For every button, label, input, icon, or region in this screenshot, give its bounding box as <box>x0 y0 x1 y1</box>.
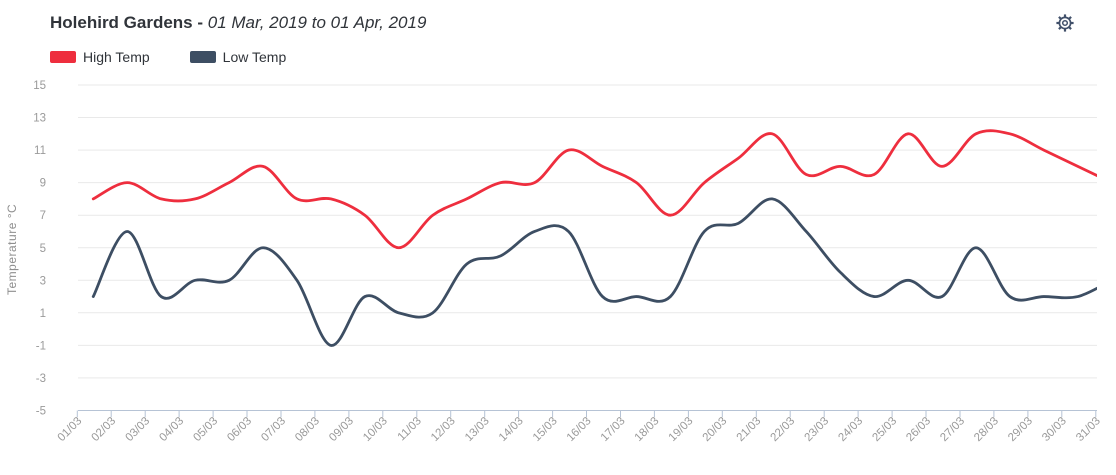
y-axis-title: Temperature °C <box>5 204 19 295</box>
y-tick-label: -1 <box>36 340 46 352</box>
low-temp-swatch <box>189 51 216 63</box>
x-tick-label: 20/03 <box>701 415 730 444</box>
y-gridlines <box>78 84 1097 411</box>
high-temp-swatch <box>50 51 76 63</box>
y-tick-label: 11 <box>34 145 46 157</box>
x-tick-label: 12/03 <box>429 415 458 444</box>
x-tick-labels: 01/03 02/03 03/03 04/03 05/03 06/03 07/03 08/03… <box>56 415 1103 444</box>
x-tick-label: 11/03 <box>396 415 424 443</box>
y-tick-label: 15 <box>33 80 46 92</box>
chart-legend: High Temp Low Temp <box>50 49 286 65</box>
station-name: Holehird Gardens - <box>50 13 204 32</box>
low-temp-line <box>91 197 1097 347</box>
x-tick-label: 05/03 <box>191 415 220 444</box>
y-tick-label: 5 <box>40 243 46 255</box>
x-tick-label: 18/03 <box>633 415 662 444</box>
x-tick-label: 16/03 <box>565 415 594 444</box>
low-temp-label: Low Temp <box>222 49 287 65</box>
y-axis-labels: 15 13 11 9 7 5 3 1 -1 -3 -5 <box>33 80 46 418</box>
x-tick-label: 30/03 <box>1040 415 1069 444</box>
date-range: 01 Mar, 2019 to 01 Apr, 2019 <box>207 13 427 32</box>
x-tick-label: 23/03 <box>802 415 831 444</box>
x-tick-label: 13/03 <box>463 415 492 444</box>
x-tick-label: 04/03 <box>157 415 186 444</box>
x-tick-label: 21/03 <box>735 415 764 444</box>
x-tick-label: 03/03 <box>123 415 152 444</box>
x-tick-label: 28/03 <box>972 415 1001 444</box>
x-tick-label: 02/03 <box>89 415 118 444</box>
x-tick-label: 01/03 <box>56 415 85 444</box>
x-tick-label: 19/03 <box>667 415 696 444</box>
x-tick-label: 06/03 <box>225 415 254 444</box>
y-tick-label: 9 <box>40 178 46 190</box>
page-title: Holehird Gardens - 01 Mar, 2019 to 01 Ap… <box>50 13 426 33</box>
x-tick-label: 17/03 <box>599 415 628 444</box>
x-tick-label: 27/03 <box>938 415 967 444</box>
x-tick-label: 25/03 <box>870 415 899 444</box>
x-tick-label: 08/03 <box>293 415 322 444</box>
x-tick-label: 15/03 <box>531 415 560 444</box>
x-tick-label: 22/03 <box>768 415 797 444</box>
x-tick-label: 07/03 <box>259 415 288 444</box>
x-tick-label: 14/03 <box>497 415 526 444</box>
high-temp-line <box>91 129 1097 250</box>
x-tick-label: 24/03 <box>836 415 865 444</box>
y-tick-label: 3 <box>40 275 46 287</box>
y-tick-label: 1 <box>40 308 46 320</box>
high-temp-label: High Temp <box>83 49 150 65</box>
x-tick-label: 09/03 <box>327 415 356 444</box>
y-tick-label: 7 <box>40 210 46 222</box>
x-tick-label: 10/03 <box>361 415 390 444</box>
legend-item-high-temp[interactable]: High Temp <box>50 49 150 65</box>
x-tick-label: 26/03 <box>904 415 933 444</box>
y-tick-label: -5 <box>36 406 46 418</box>
y-tick-label: -3 <box>36 373 46 385</box>
x-tick-label: 29/03 <box>1006 415 1035 444</box>
x-axis-ticks <box>76 410 1097 417</box>
x-tick-label: 31/03 <box>1074 415 1103 444</box>
y-tick-label: 13 <box>33 113 46 125</box>
legend-item-low-temp[interactable]: Low Temp <box>189 49 287 65</box>
gear-icon-svg <box>1056 14 1074 32</box>
settings-gear-icon[interactable] <box>1054 12 1076 34</box>
